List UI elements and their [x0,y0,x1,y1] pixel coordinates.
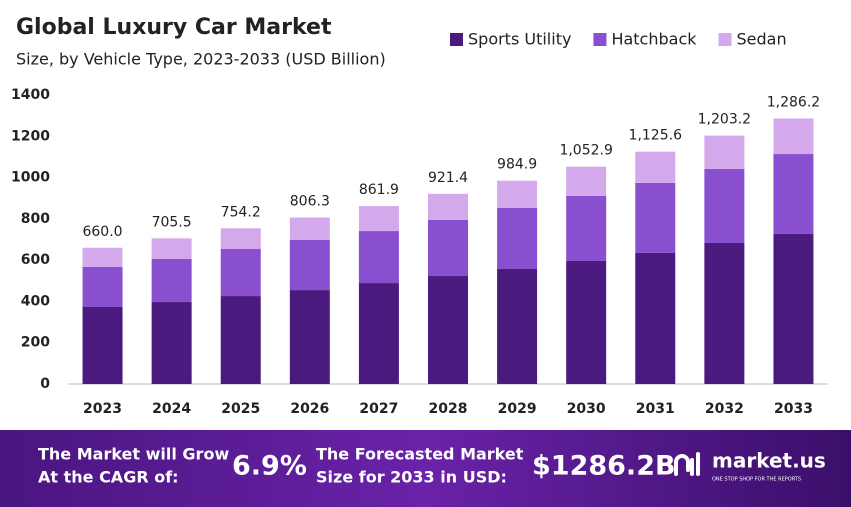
brand: market.us [712,449,826,473]
bar-segment [635,182,676,253]
total-label: 806.3 [290,194,330,210]
x-tick-label: 2028 [429,401,468,417]
legend-swatch [718,33,732,46]
x-tick-label: 2032 [705,401,744,417]
total-label: 1,286.2 [767,94,820,110]
bar-segment [428,193,468,220]
legend-label: Sports Utility [468,30,571,49]
forecast-text: Size for 2033 in USD: [316,468,507,487]
y-tick-label: 0 [40,376,50,392]
bar-segment [289,290,330,384]
bar-segment [82,307,123,384]
bar-segment [151,302,192,384]
x-tick-label: 2030 [567,401,606,417]
bar-segment [151,238,192,259]
footer-band [0,430,851,507]
y-tick-label: 1000 [11,170,50,186]
bar-segment [635,151,676,183]
bar-segment [82,247,123,267]
y-tick-label: 200 [21,335,50,351]
bar-segment [635,252,676,384]
y-tick-label: 1400 [11,87,50,103]
x-tick-label: 2024 [152,401,191,417]
legend-label: Hatchback [611,30,697,49]
bar-segment [566,166,607,196]
total-label: 660.0 [82,224,122,240]
bar-segment [566,260,607,384]
bar-segment [358,231,399,284]
chart-subtitle: Size, by Vehicle Type, 2023-2033 (USD Bi… [16,50,386,69]
bar-segment [497,269,538,384]
forecast-value: $1286.2B [532,451,676,482]
cagr-text: At the CAGR of: [38,468,179,487]
bar-segment [220,248,261,297]
brand-logo [674,452,700,476]
bar-segment [773,233,814,384]
legend-swatch [593,33,607,46]
total-label: 754.2 [221,204,261,220]
cagr-text: The Market will Grow [38,445,229,464]
x-tick-label: 2027 [359,401,398,417]
bar-segment [773,154,814,234]
forecast-text: The Forecasted Market [316,445,524,464]
y-tick-label: 800 [21,211,50,227]
legend-swatch [450,33,463,46]
bar-segment [704,243,745,384]
total-label: 984.9 [497,157,537,173]
total-label: 1,052.9 [559,143,612,159]
x-tick-label: 2025 [221,401,260,417]
bar-segment [497,180,538,208]
bar-segment [82,266,123,308]
bar-segment [289,217,330,240]
total-label: 861.9 [359,182,399,198]
bar-segment [289,239,330,291]
cagr-value: 6.9% [232,451,307,482]
bar-segment [220,228,261,249]
x-tick-label: 2031 [636,401,675,417]
bar-segment [497,207,538,270]
bar-segment [358,206,399,232]
y-tick-label: 600 [21,252,50,268]
footer: The Market will Grow At the CAGR of: 6.9… [38,445,826,487]
x-tick-label: 2029 [498,401,537,417]
tagline: ONE STOP SHOP FOR THE REPORTS [712,477,801,483]
bar-segment [428,219,468,277]
total-label: 921.4 [428,170,468,186]
total-label: 1,203.2 [698,112,751,128]
y-tick-label: 400 [21,293,50,309]
total-label: 705.5 [152,214,192,230]
chart-title: Global Luxury Car Market [16,15,332,40]
bar-segment [566,195,607,261]
bar-segment [704,135,745,169]
legend-label: Sedan [737,30,787,49]
bar-segment [358,283,399,384]
y-tick-label: 1200 [11,128,50,144]
total-label: 1,125.6 [629,128,683,144]
bar-segment [428,276,468,384]
bar-segment [773,118,814,155]
x-tick-label: 2023 [83,401,122,417]
x-tick-label: 2033 [774,401,813,417]
bar-segment [151,258,192,303]
x-tick-label: 2026 [290,401,329,417]
bar-segment [704,168,745,244]
bar-segment [220,296,261,384]
